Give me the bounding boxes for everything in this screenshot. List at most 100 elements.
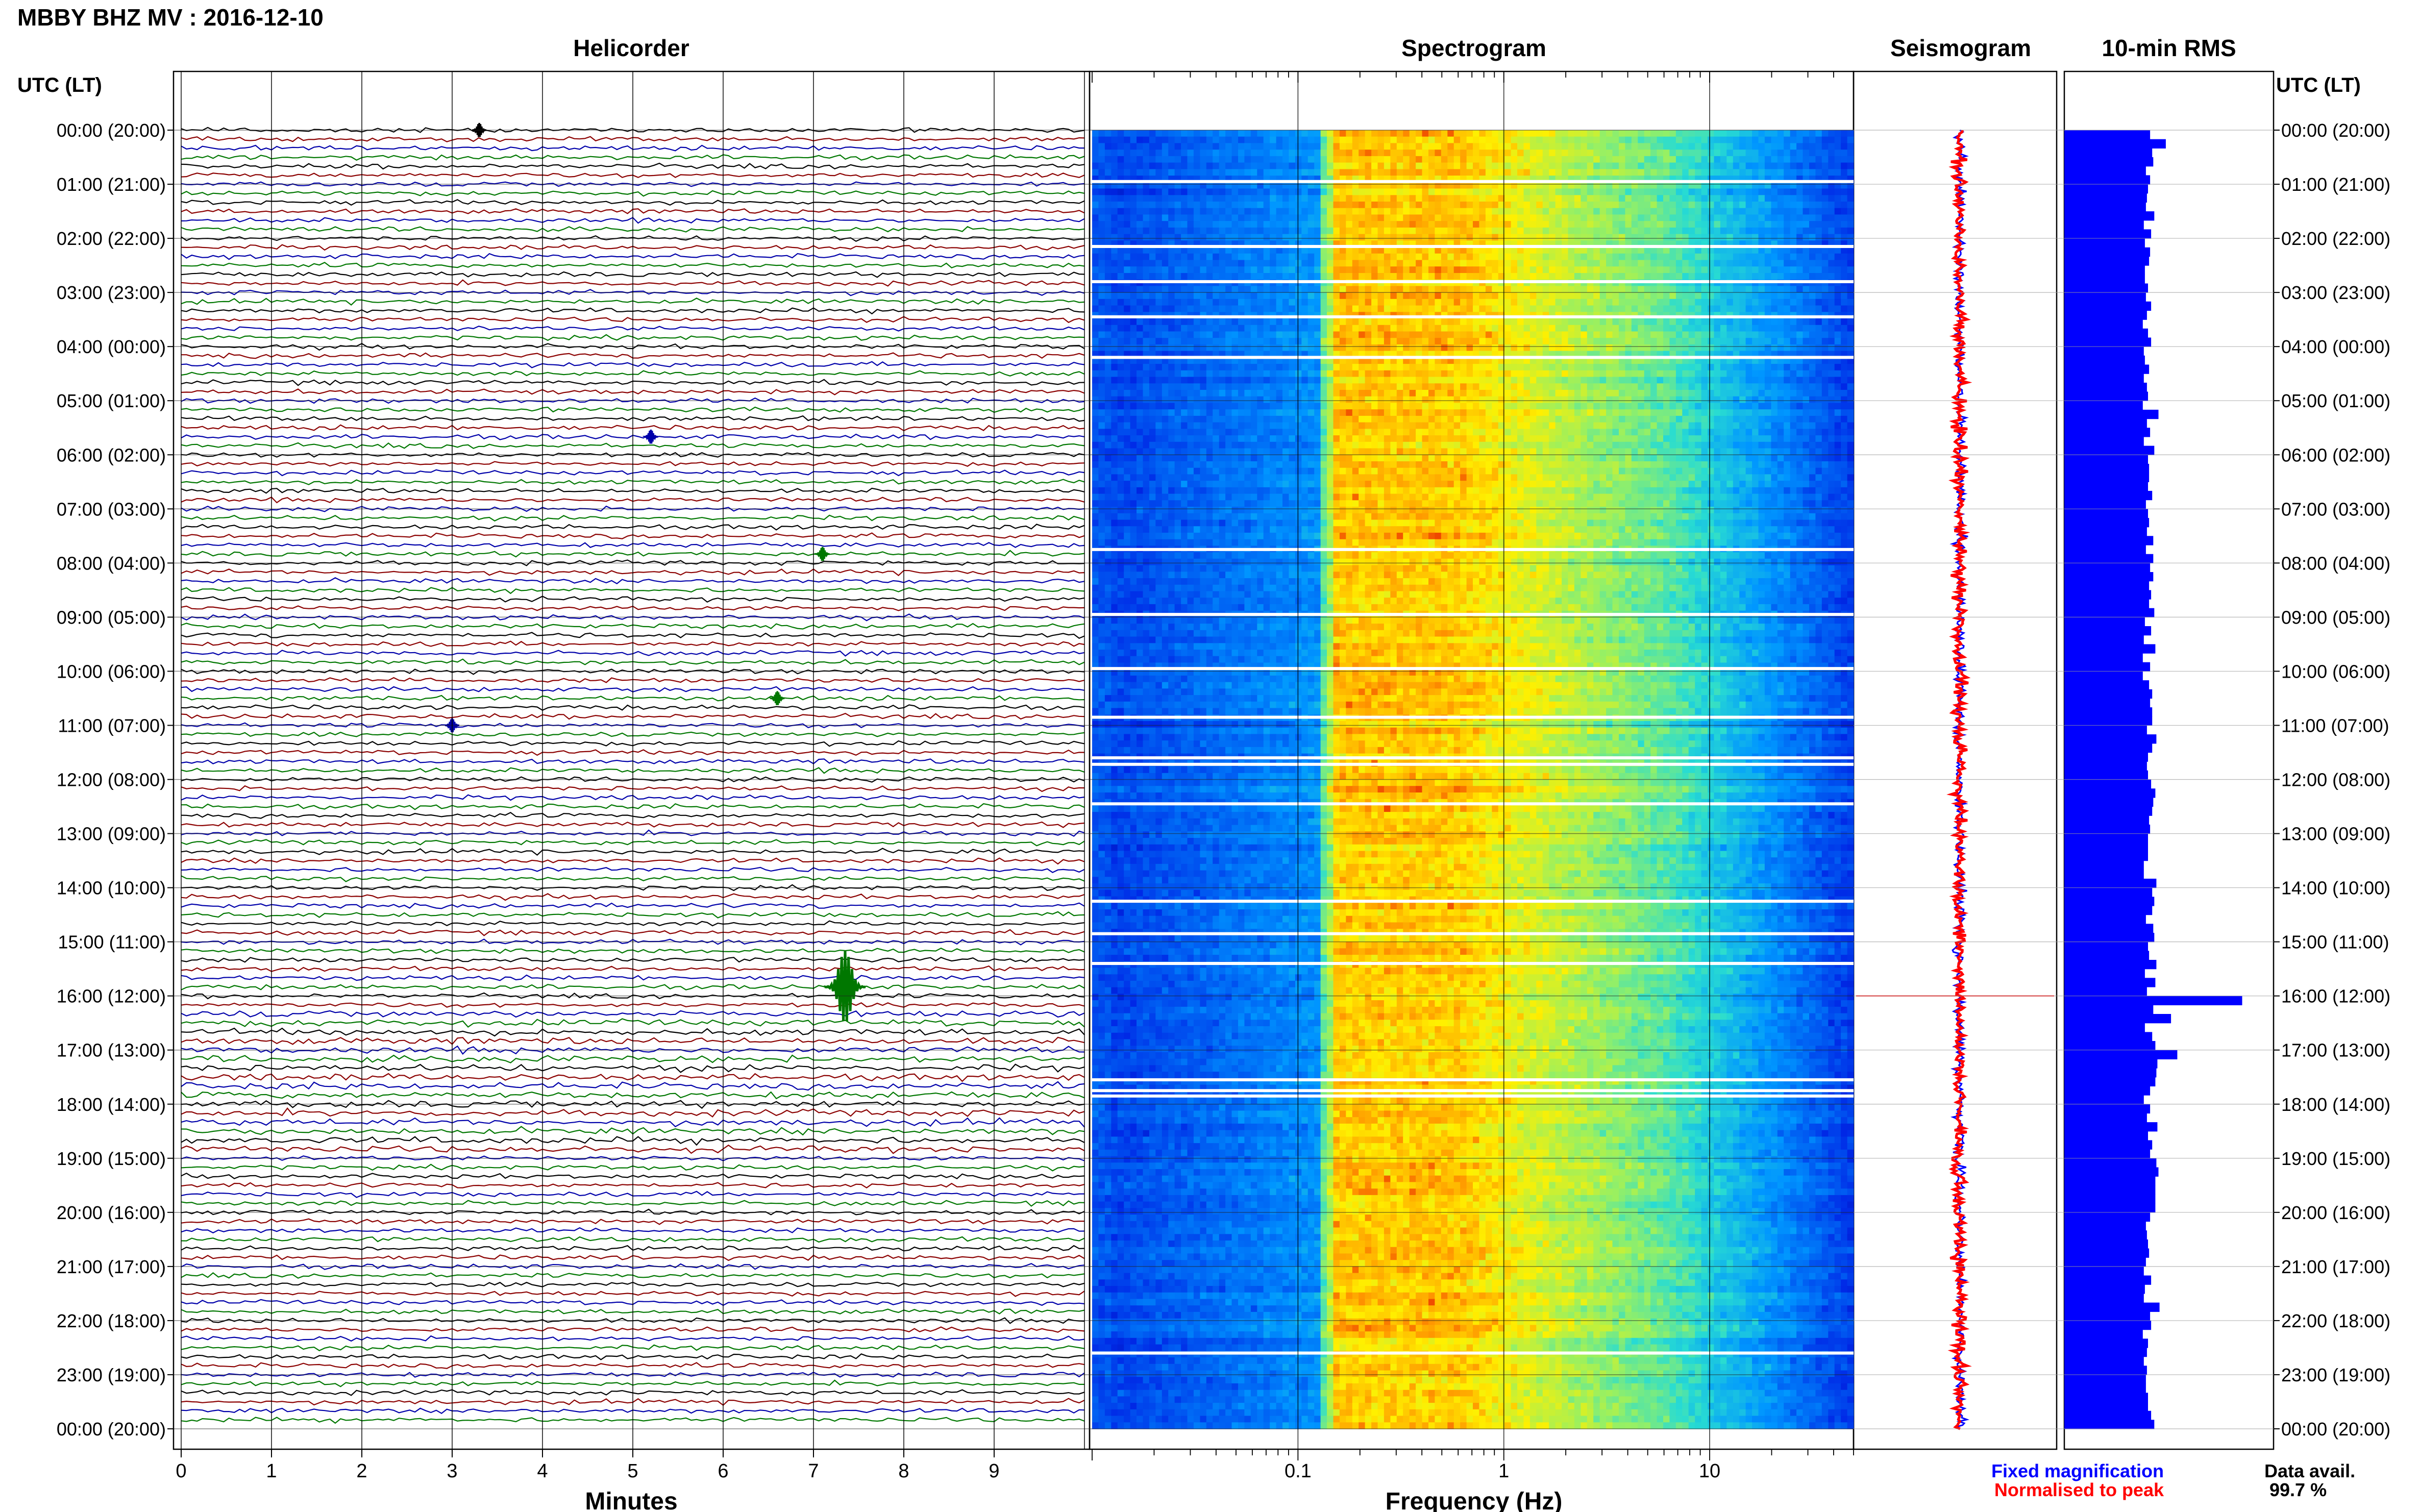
- spectrogram-cell: [1841, 325, 1848, 332]
- spectrogram-cell: [1352, 292, 1359, 300]
- spectrogram-cell: [1314, 325, 1321, 332]
- spectrogram-cell: [1529, 234, 1537, 241]
- spectrogram-cell: [1453, 260, 1461, 267]
- spectrogram-cell: [1574, 234, 1581, 241]
- spectrogram-cell: [1657, 234, 1664, 241]
- spectrogram-cell: [1599, 344, 1607, 352]
- spectrogram-cell: [1758, 247, 1765, 254]
- spectrogram-cell: [1606, 331, 1613, 338]
- spectrogram-cell: [1847, 214, 1854, 221]
- spectrogram-cell: [1739, 195, 1746, 202]
- spectrogram-cell: [1149, 227, 1156, 235]
- spectrogram-cell: [1295, 214, 1302, 221]
- spectrogram-cell: [1162, 377, 1169, 384]
- spectrogram-cell: [1187, 208, 1194, 215]
- spectrogram-cell: [1536, 260, 1543, 267]
- spectrogram-cell: [1701, 162, 1708, 169]
- spectrogram-cell: [1695, 370, 1702, 378]
- spectrogram-cell: [1225, 383, 1232, 390]
- spectrogram-cell: [1282, 383, 1289, 390]
- spectrogram-cell: [1149, 305, 1156, 312]
- spectrogram-cell: [1809, 130, 1816, 137]
- spectrogram-cell: [1307, 247, 1315, 254]
- spectrogram-cell: [1143, 273, 1150, 280]
- spectrogram-cell: [1796, 188, 1804, 195]
- spectrogram-cell: [1333, 195, 1340, 202]
- spectrogram-cell: [1631, 156, 1638, 163]
- spectrogram-cell: [1377, 234, 1385, 241]
- spectrogram-cell: [1403, 260, 1410, 267]
- spectrogram-cell: [1562, 390, 1569, 397]
- spectrogram-cell: [1771, 318, 1778, 326]
- spectrogram-cell: [1739, 331, 1746, 338]
- spectrogram-cell: [1473, 208, 1479, 215]
- spectrogram-cell: [1371, 344, 1378, 352]
- spectrogram-cell: [1745, 318, 1752, 326]
- spectrogram-cell: [1390, 182, 1397, 189]
- spectrogram-cell: [1841, 357, 1848, 364]
- spectrogram-cell: [1536, 150, 1543, 157]
- spectrogram-cell: [1599, 169, 1607, 176]
- spectrogram-cell: [1529, 344, 1537, 352]
- spectrogram-cell: [1834, 130, 1841, 137]
- spectrogram-cell: [1314, 370, 1321, 378]
- spectrogram-cell: [1111, 266, 1118, 274]
- spectrogram-cell: [1834, 156, 1841, 163]
- spectrogram-cell: [1562, 370, 1569, 378]
- spectrogram-cell: [1143, 390, 1150, 397]
- spectrogram-cell: [1752, 370, 1759, 378]
- spectrogram-cell: [1371, 331, 1378, 338]
- spectrogram-cell: [1517, 364, 1524, 371]
- spectrogram-cell: [1263, 331, 1270, 338]
- spectrogram-cell: [1669, 143, 1676, 150]
- spectrogram-cell: [1092, 227, 1099, 235]
- spectrogram-cell: [1104, 377, 1112, 384]
- spectrogram-cell: [1663, 227, 1670, 235]
- spectrogram-cell: [1441, 390, 1448, 397]
- spectrogram-cell: [1631, 150, 1638, 157]
- spectrogram-cell: [1263, 396, 1270, 403]
- spectrogram-cell: [1155, 299, 1163, 306]
- spectrogram-cell: [1714, 202, 1721, 209]
- spectrogram-cell: [1435, 253, 1442, 261]
- spectrogram-cell: [1104, 390, 1112, 397]
- spectrogram-cell: [1784, 266, 1791, 274]
- spectrogram-cell: [1346, 136, 1353, 143]
- spectrogram-cell: [1631, 188, 1638, 195]
- spectrogram-cell: [1764, 156, 1771, 163]
- spectrogram-cell: [1098, 292, 1105, 300]
- spectrogram-cell: [1657, 390, 1664, 397]
- spectrogram-cell: [1409, 130, 1416, 137]
- spectrogram-cell: [1790, 266, 1797, 274]
- spectrogram-cell: [1549, 390, 1556, 397]
- spectrogram-cell: [1568, 260, 1575, 267]
- spectrogram-cell: [1168, 383, 1175, 390]
- spectrogram-cell: [1193, 247, 1200, 254]
- spectrogram-cell: [1409, 305, 1416, 312]
- spectrogram-cell: [1295, 195, 1302, 202]
- spectrogram-cell: [1314, 234, 1321, 241]
- spectrogram-cell: [1492, 286, 1499, 293]
- spectrogram-cell: [1219, 370, 1226, 378]
- spectrogram-cell: [1720, 195, 1727, 202]
- spectrogram-cell: [1346, 266, 1353, 274]
- spectrogram-cell: [1599, 266, 1607, 274]
- spectrogram-cell: [1644, 305, 1651, 312]
- spectrogram-cell: [1181, 169, 1188, 176]
- spectrogram-cell: [1200, 234, 1207, 241]
- spectrogram-cell: [1137, 253, 1143, 261]
- spectrogram-cell: [1752, 260, 1759, 267]
- spectrogram-cell: [1390, 195, 1397, 202]
- spectrogram-cell: [1834, 273, 1841, 280]
- spectrogram-cell: [1593, 305, 1600, 312]
- spectrogram-cell: [1473, 396, 1479, 403]
- spectrogram-cell: [1453, 188, 1461, 195]
- spectrogram-cell: [1137, 136, 1143, 143]
- spectrogram-cell: [1587, 130, 1594, 137]
- spectrogram-cell: [1650, 260, 1658, 267]
- spectrogram-cell: [1422, 234, 1429, 241]
- spectrogram-cell: [1162, 344, 1169, 352]
- spectrogram-cell: [1441, 130, 1448, 137]
- spectrogram-cell: [1473, 195, 1479, 202]
- spectrogram-cell: [1422, 318, 1429, 326]
